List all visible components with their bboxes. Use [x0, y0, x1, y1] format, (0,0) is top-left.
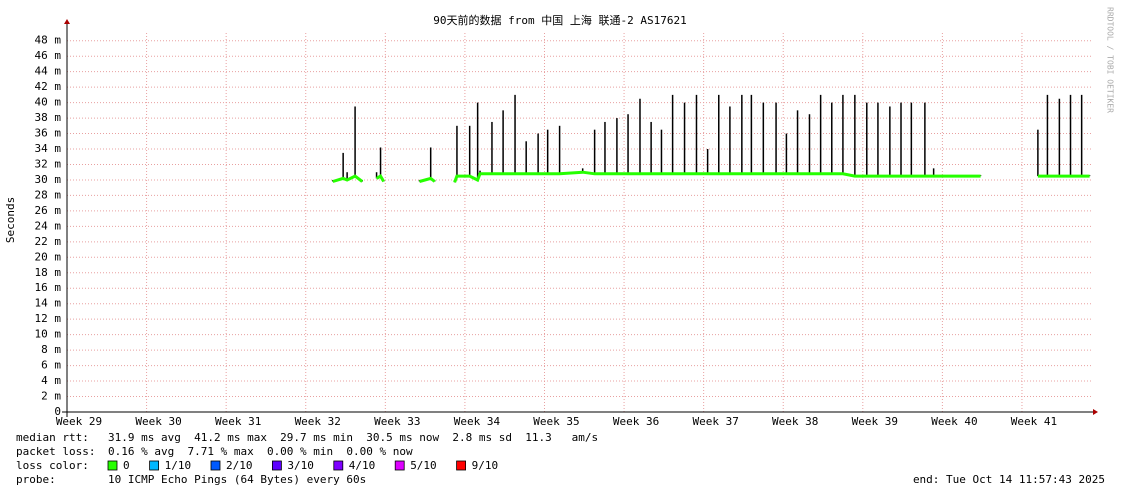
- probe-label: probe:: [16, 473, 56, 486]
- y-axis-label: Seconds: [4, 197, 17, 243]
- legend-label: 9/10: [472, 459, 499, 472]
- y-tick-label: 40 m: [35, 96, 62, 109]
- grid: [66, 33, 1092, 413]
- y-tick-label: 14 m: [35, 297, 62, 310]
- stat-text: 31.9 ms avg 41.2 ms max 29.7 ms min 30.5…: [108, 431, 598, 444]
- x-axis-arrow: [1093, 409, 1098, 415]
- y-tick-label: 16 m: [35, 281, 62, 294]
- y-tick-label: 48 m: [35, 34, 62, 47]
- x-tick-label: Week 36: [613, 415, 659, 428]
- y-tick-label: 30 m: [35, 173, 62, 186]
- y-tick-label: 8 m: [41, 343, 61, 356]
- y-tick-label: 10 m: [35, 328, 62, 341]
- legend-label: 0: [123, 459, 130, 472]
- x-tick-label: Week 33: [374, 415, 420, 428]
- y-tick-label: 42 m: [35, 80, 62, 93]
- stat-text: 0.16 % avg 7.71 % max 0.00 % min 0.00 % …: [108, 445, 413, 458]
- y-tick-label: 32 m: [35, 157, 62, 170]
- y-tick-label: 34 m: [35, 142, 62, 155]
- legend-label: 1/10: [165, 459, 192, 472]
- legend-swatch: [394, 460, 405, 471]
- plot: [332, 94, 1091, 183]
- legend-swatch: [333, 460, 344, 471]
- legend-swatch: [149, 460, 160, 471]
- x-tick-label: Week 32: [295, 415, 341, 428]
- y-tick-label: 4 m: [41, 374, 61, 387]
- y-tick-label: 24 m: [35, 219, 62, 232]
- legend-swatch: [456, 460, 467, 471]
- legend-swatch: [107, 460, 118, 471]
- legend-swatch: [271, 460, 282, 471]
- y-tick-label: 28 m: [35, 188, 62, 201]
- watermark: RRDTOOL / TOBI OETIKER: [1106, 7, 1115, 113]
- legend-label: 2/10: [226, 459, 253, 472]
- legend-label: 3/10: [287, 459, 314, 472]
- x-tick-label: Week 41: [1011, 415, 1057, 428]
- x-tick-label: Week 40: [931, 415, 977, 428]
- probe-text: 10 ICMP Echo Pings (64 Bytes) every 60s: [108, 473, 366, 486]
- legend-swatch: [210, 460, 221, 471]
- y-tick-label: 2 m: [41, 390, 61, 403]
- x-tick-label: Week 39: [852, 415, 898, 428]
- footer: median rtt: 31.9 ms avg 41.2 ms max 29.7 …: [16, 431, 1105, 486]
- median-line: [332, 170, 1090, 183]
- legend-label: 4/10: [349, 459, 376, 472]
- y-tick-label: 26 m: [35, 204, 62, 217]
- y-tick-label: 38 m: [35, 111, 62, 124]
- stat-label: median rtt:: [16, 431, 89, 444]
- x-tick-label: Week 38: [772, 415, 818, 428]
- y-tick-label: 0: [54, 405, 61, 418]
- chart-title: 90天前的数据 from 中国 上海 联通-2 AS17621: [433, 13, 686, 27]
- y-axis-arrow: [64, 19, 70, 24]
- y-tick-label: 20 m: [35, 250, 62, 263]
- y-tick-label: 44 m: [35, 65, 62, 78]
- y-tick-label: 12 m: [35, 312, 62, 325]
- x-tick-label: Week 31: [215, 415, 261, 428]
- y-tick-label: 6 m: [41, 359, 61, 372]
- y-tick-label: 36 m: [35, 127, 62, 140]
- y-tick-label: 18 m: [35, 266, 62, 279]
- x-tick-label: Week 29: [56, 415, 102, 428]
- x-tick-label: Week 35: [533, 415, 579, 428]
- legend-label: 5/10: [410, 459, 437, 472]
- y-tick-label: 22 m: [35, 235, 62, 248]
- y-tick-label: 46 m: [35, 49, 62, 62]
- x-tick-label: Week 30: [135, 415, 181, 428]
- x-tick-label: Week 37: [692, 415, 738, 428]
- stat-label: packet loss:: [16, 445, 95, 458]
- x-tick-label: Week 34: [454, 415, 501, 428]
- end-time: end: Tue Oct 14 11:57:43 2025: [913, 473, 1105, 486]
- loss-legend-label: loss color:: [16, 459, 89, 472]
